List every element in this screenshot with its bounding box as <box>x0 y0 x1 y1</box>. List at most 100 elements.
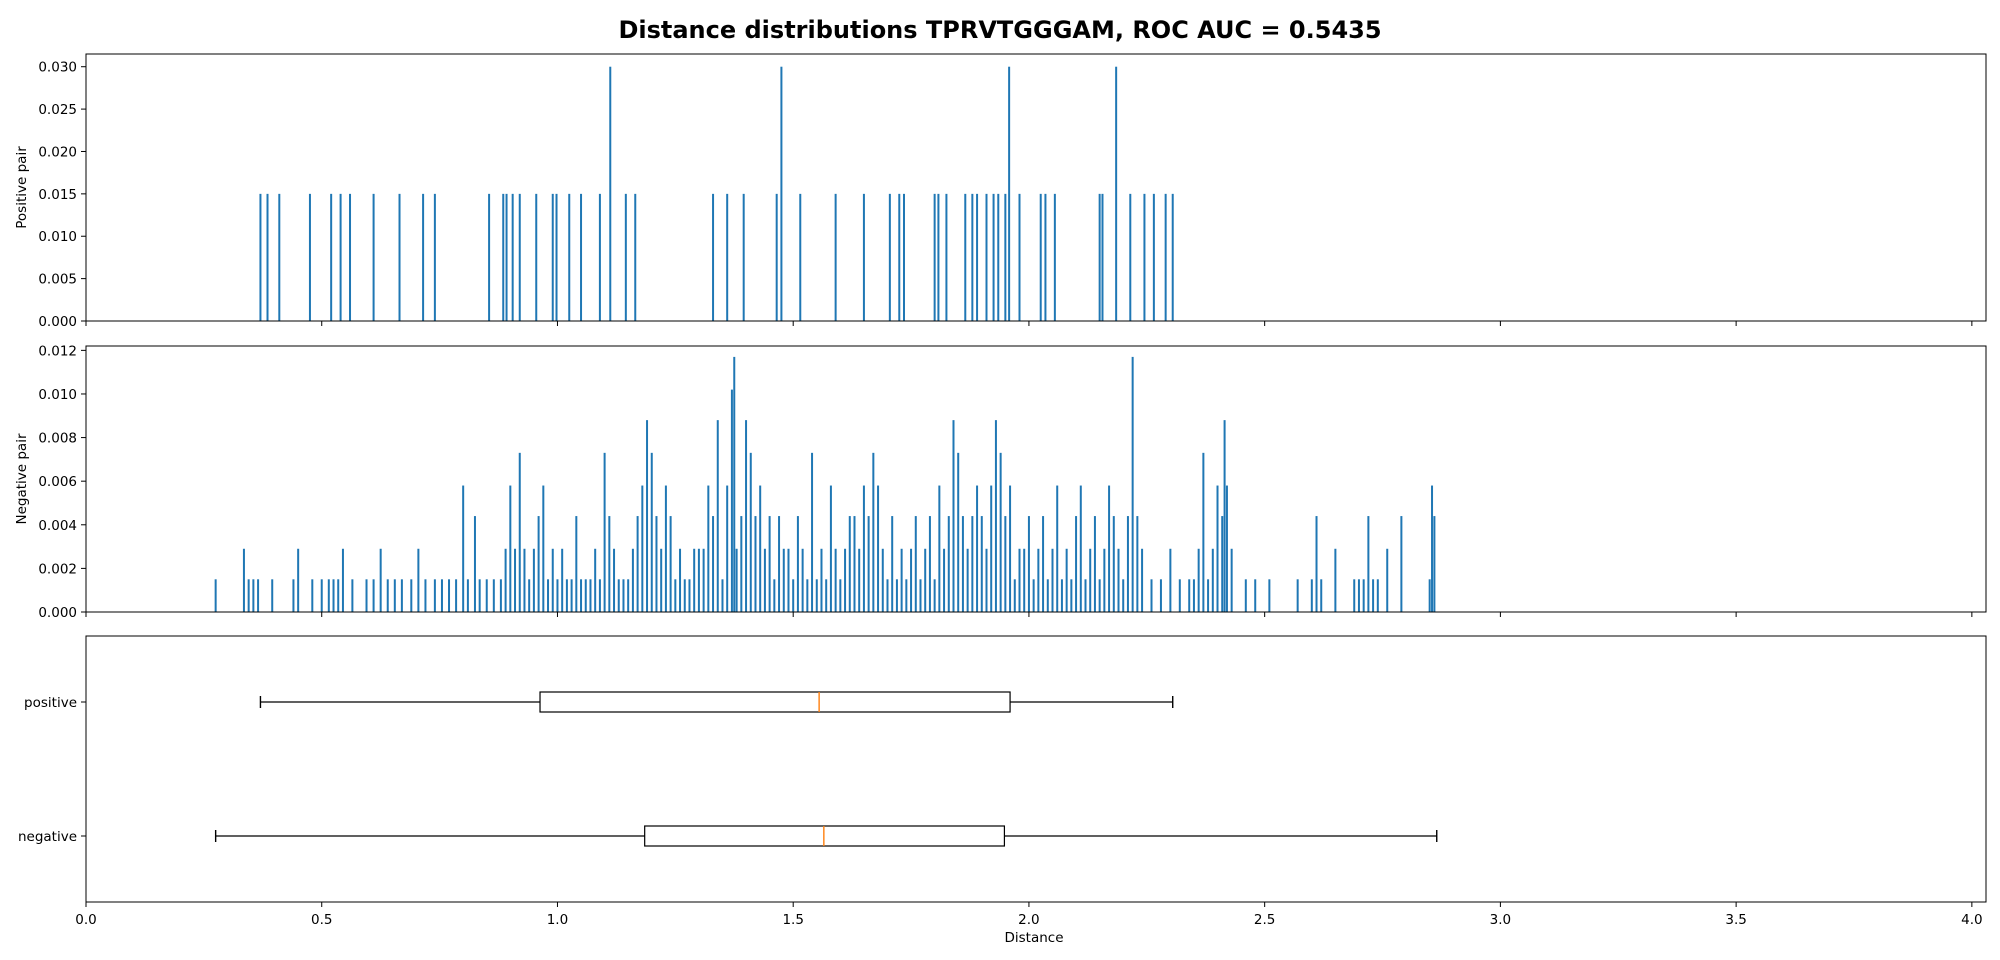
negative-bar <box>584 579 587 612</box>
negative-bar <box>332 579 335 612</box>
negative-bar <box>745 420 748 612</box>
negative-bar <box>417 548 420 612</box>
negative-bar <box>1315 516 1318 612</box>
positive-bar <box>945 193 948 321</box>
negative-bar <box>726 485 729 612</box>
positive-bar <box>339 193 342 321</box>
negative-axes-frame <box>85 345 1987 613</box>
positive-bar <box>422 193 425 321</box>
negative-y-tick-label: 0.002 <box>38 561 77 577</box>
negative-bar <box>820 548 823 612</box>
negative-bar <box>462 485 465 612</box>
negative-bar <box>844 548 847 612</box>
negative-bar <box>928 516 931 612</box>
negative-bar <box>410 579 413 612</box>
negative-bar <box>617 579 620 612</box>
negative-bar <box>848 516 851 612</box>
negative-bar <box>1386 548 1389 612</box>
positive-bar <box>1008 66 1011 322</box>
negative-bar <box>646 420 649 612</box>
negative-bar <box>999 452 1002 612</box>
negative-bar <box>393 579 396 612</box>
negative-bar <box>448 579 451 612</box>
x-tick-label: 0.5 <box>311 912 332 928</box>
negative-y-tick-label: 0.010 <box>38 387 77 403</box>
negative-bar <box>242 548 245 612</box>
negative-bar <box>499 579 502 612</box>
positive-bar <box>598 193 601 321</box>
negative-bar <box>1136 516 1139 612</box>
negative-bar <box>891 516 894 612</box>
negative-bar <box>886 579 889 612</box>
positive-bar <box>1039 193 1042 321</box>
negative-bar <box>924 548 927 612</box>
negative-bar <box>627 579 630 612</box>
negative-bar <box>905 579 908 612</box>
positive-bar <box>1018 193 1021 321</box>
negative-bar <box>372 579 375 612</box>
positive-bar <box>775 193 778 321</box>
negative-bar <box>466 579 469 612</box>
negative-bar <box>1027 516 1030 612</box>
negative-bar <box>1013 579 1016 612</box>
negative-bar <box>811 452 814 612</box>
negative-bar <box>424 579 427 612</box>
negative-bar <box>1320 579 1323 612</box>
positive-bar <box>372 193 375 321</box>
positive-bar <box>937 193 940 321</box>
negative-bar <box>1023 548 1026 612</box>
negative-bar <box>759 485 762 612</box>
negative-bar <box>532 548 535 612</box>
x-tick-label: 2.0 <box>1018 912 1039 928</box>
negative-bar <box>1122 579 1125 612</box>
positive-bar <box>502 193 505 321</box>
negative-bar <box>980 516 983 612</box>
negative-bar <box>1178 579 1181 612</box>
positive-bar <box>266 193 269 321</box>
positive-bar <box>862 193 865 321</box>
chart-title: Distance distributions TPRVTGGGAM, ROC A… <box>618 16 1381 44</box>
negative-bar <box>872 452 875 612</box>
positive-pair-histogram: 0.000 0.005 0.010 0.015 0.020 0.025 0.030 Posit… <box>14 53 1987 330</box>
negative-bar <box>669 516 672 612</box>
negative-y-axis-label: Negative pair <box>14 433 30 524</box>
negative-bar <box>551 548 554 612</box>
positive-bar <box>535 193 538 321</box>
negative-bar <box>971 516 974 612</box>
negative-bar <box>473 516 476 612</box>
negative-bar <box>1202 452 1205 612</box>
positive-bar <box>580 193 583 321</box>
positive-bar <box>742 193 745 321</box>
positive-bar <box>933 193 936 321</box>
negative-bar <box>754 516 757 612</box>
positive-bar <box>898 193 901 321</box>
negative-bar <box>1431 485 1434 612</box>
negative-bar <box>961 516 964 612</box>
negative-bar <box>1065 548 1068 612</box>
negative-bar <box>556 579 559 612</box>
negative-bar <box>1376 579 1379 612</box>
negative-bar <box>537 516 540 612</box>
negative-bar <box>733 356 736 612</box>
negative-bar <box>914 516 917 612</box>
negative-bar <box>1009 485 1012 612</box>
negative-bar <box>730 389 733 612</box>
negative-bar <box>994 420 997 612</box>
positive-category-label: positive <box>24 695 77 711</box>
negative-bar <box>1230 548 1233 612</box>
negative-bar <box>881 548 884 612</box>
positive-axes-frame <box>85 53 1987 322</box>
negative-bar <box>1098 579 1101 612</box>
negative-bar <box>782 548 785 612</box>
negative-bar <box>707 485 710 612</box>
negative-bar <box>547 579 550 612</box>
negative-bar <box>749 452 752 612</box>
negative-bar <box>693 548 696 612</box>
negative-bar <box>985 548 988 612</box>
positive-bar <box>518 193 521 321</box>
negative-bar <box>1254 579 1257 612</box>
negative-bar <box>792 579 795 612</box>
negative-bar <box>257 579 260 612</box>
positive-bar <box>505 193 508 321</box>
negative-bar <box>1362 579 1365 612</box>
